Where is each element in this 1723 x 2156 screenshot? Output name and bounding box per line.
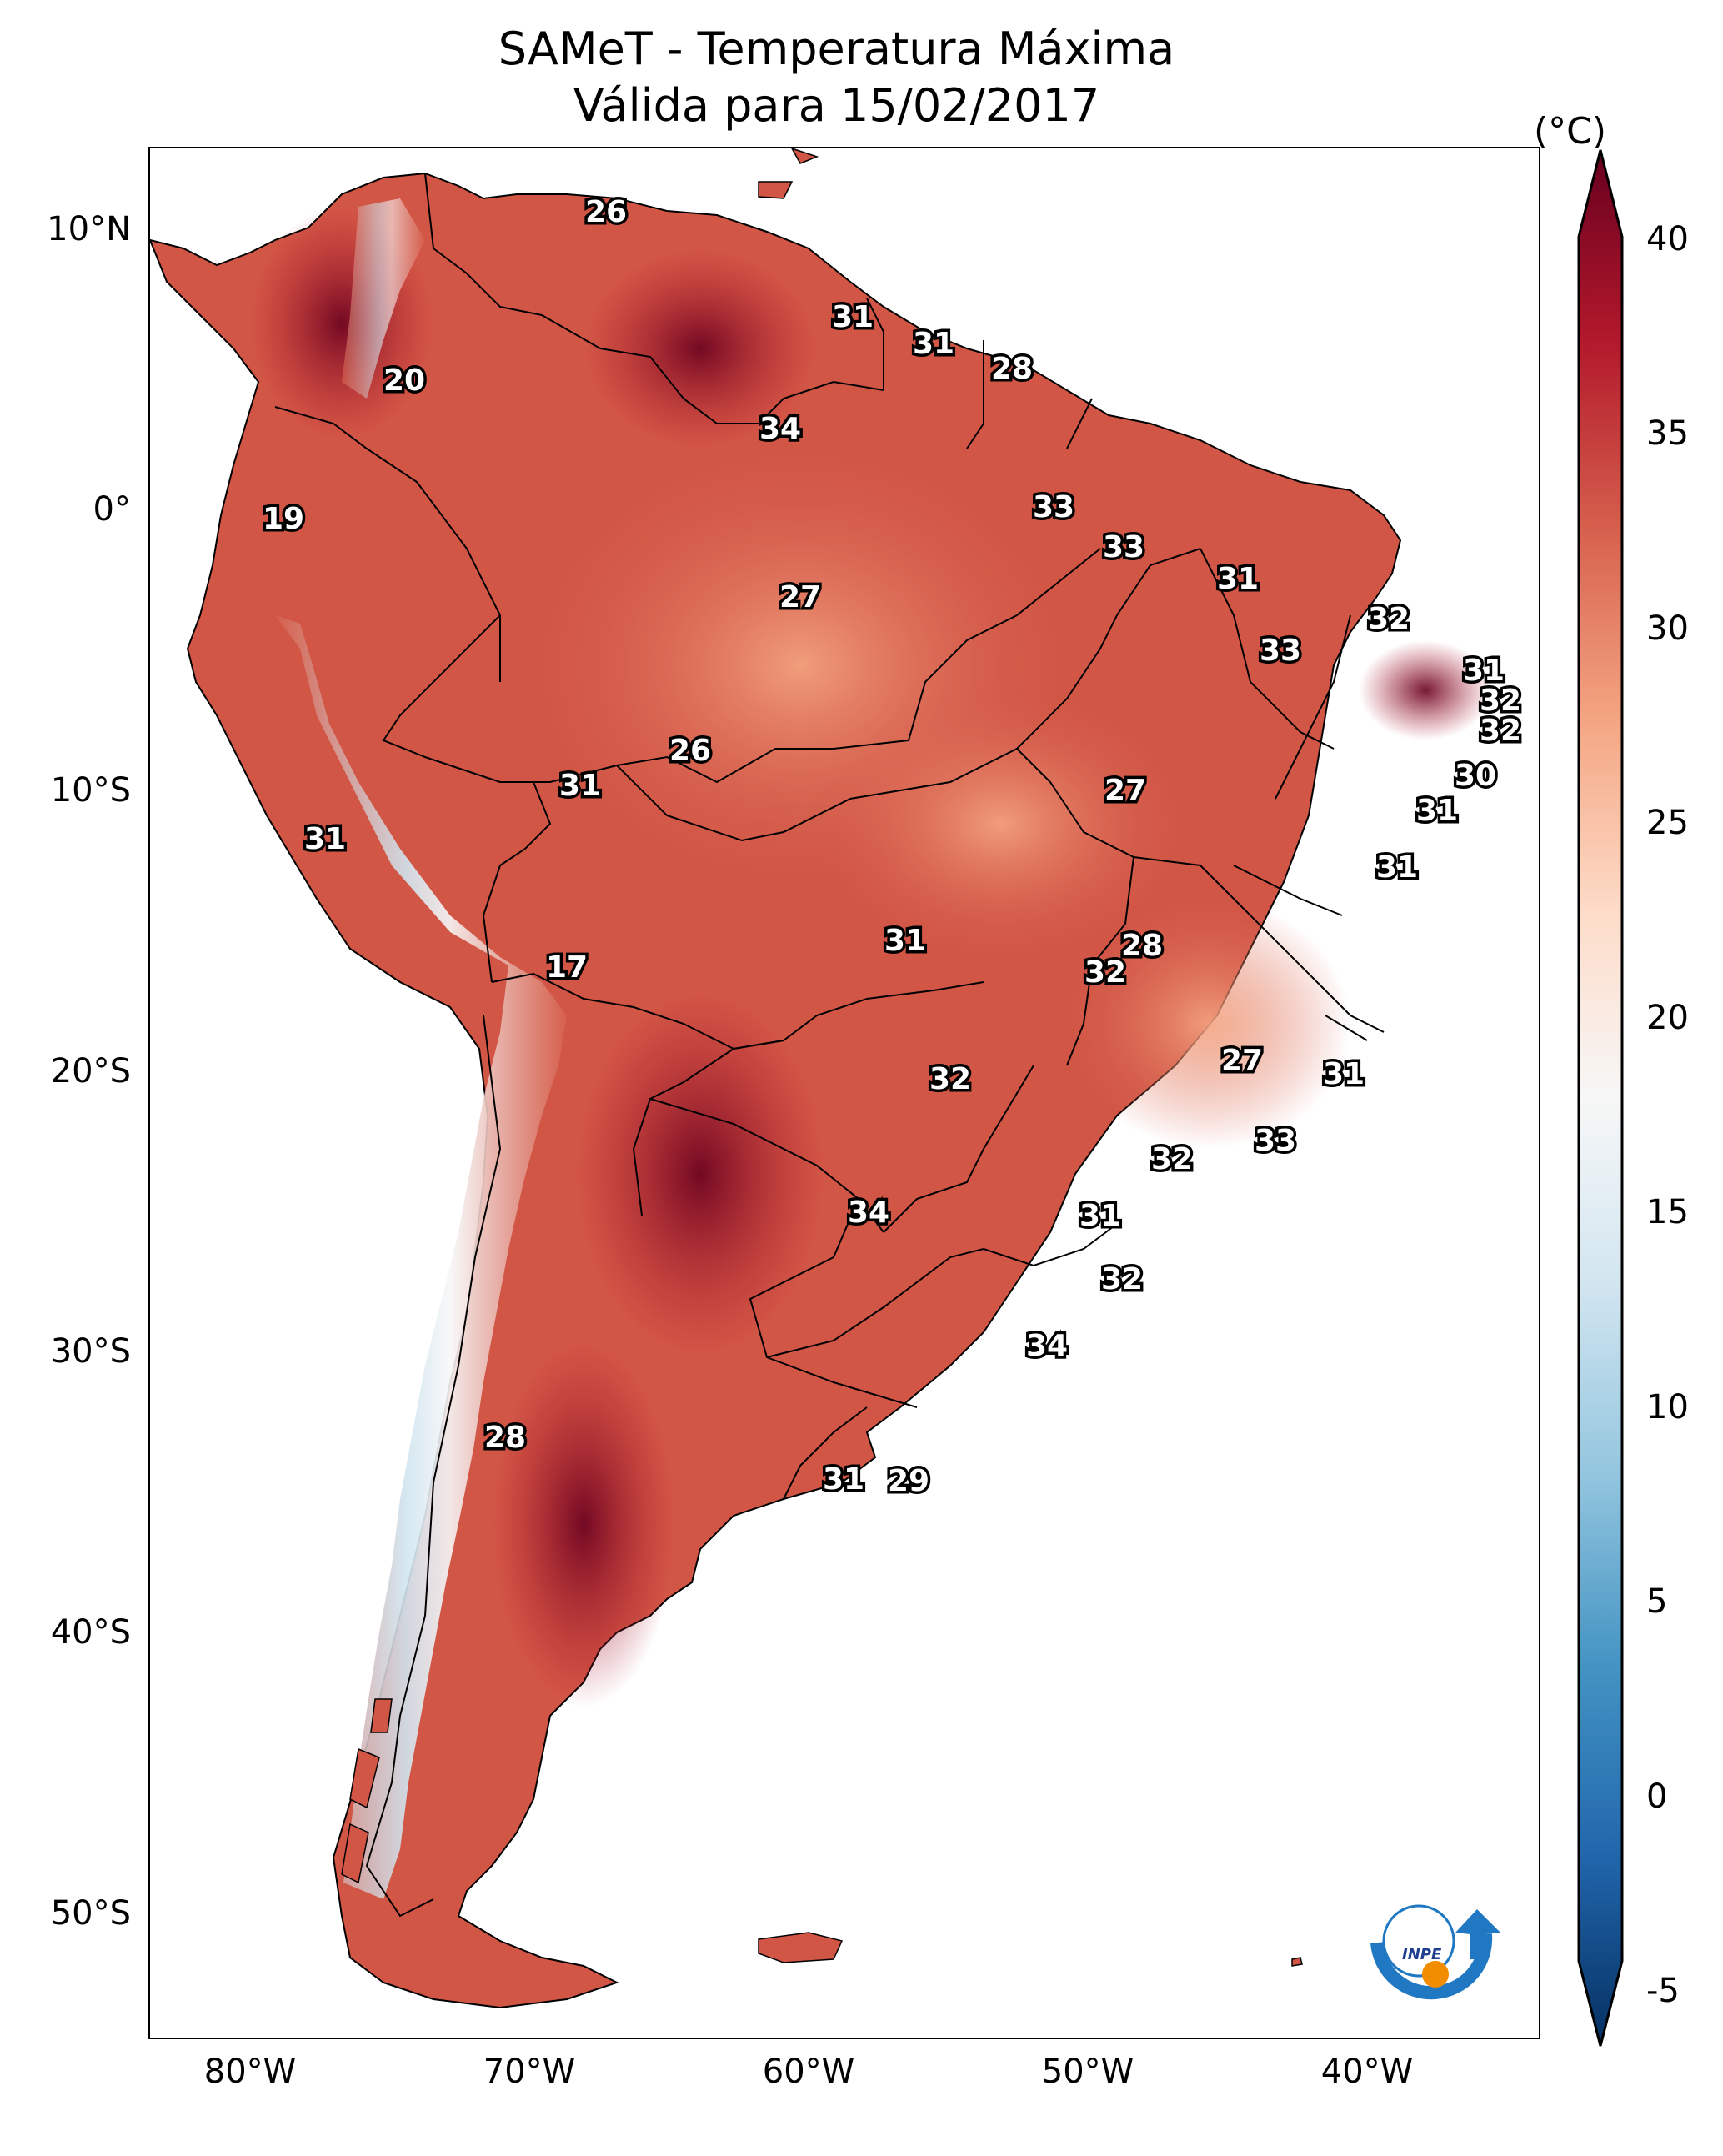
station-label: 27 (779, 580, 821, 614)
station-label: 28 (1121, 929, 1163, 963)
lat-label-30s: 30°S (50, 1332, 131, 1371)
station-label: 31 (304, 822, 346, 856)
station-label: 32 (929, 1062, 971, 1096)
station-label: 31 (913, 327, 954, 361)
colorbar-tick: 20 (1646, 999, 1689, 1037)
station-label: 19 (263, 502, 304, 536)
colorbar-unit: (°C) (1534, 110, 1607, 153)
station-label: 28 (484, 1421, 526, 1455)
station-label: 34 (759, 412, 801, 446)
colombia-cool-band (342, 198, 425, 399)
chaco-hotspot (575, 990, 825, 1357)
station-label: 17 (546, 950, 588, 985)
station-label: 31 (832, 300, 874, 334)
station-label: 32 (1368, 602, 1410, 636)
lon-label-40w: 40°W (1320, 2053, 1414, 2091)
station-label: 26 (585, 195, 627, 229)
country-borders (274, 173, 1385, 1918)
map-title-line2: Válida para 15/02/2017 (573, 79, 1100, 132)
andes-cool-band (275, 615, 567, 1899)
station-label: 34 (1026, 1329, 1068, 1363)
colorbar-tick: 30 (1646, 609, 1689, 648)
lat-label-10s: 10°S (50, 771, 131, 810)
colorbar-tick: 0 (1646, 1777, 1668, 1816)
colorbar-tick: 40 (1646, 220, 1689, 258)
central-brazil-mild-zone (817, 690, 1184, 957)
station-label: 30 (1455, 759, 1496, 793)
colorbar (1577, 149, 1624, 2047)
station-label: 31 (1217, 562, 1259, 596)
lat-label-40s: 40°S (50, 1613, 131, 1652)
station-label: 31 (823, 1462, 864, 1497)
station-label: 33 (1260, 634, 1301, 668)
northeast-brazil-hotspot (1359, 640, 1492, 740)
station-label: 33 (1255, 1124, 1296, 1158)
station-label: 20 (383, 364, 425, 398)
station-label: 31 (559, 769, 601, 803)
lat-label-10n: 10°N (47, 210, 131, 248)
coastal-islands (341, 148, 1303, 1967)
colorbar-tick: 10 (1646, 1388, 1689, 1426)
station-label: 33 (1033, 490, 1074, 524)
colorbar-tick: -5 (1646, 1972, 1680, 2010)
lat-label-20s: 20°S (50, 1052, 131, 1091)
lat-label-50s: 50°S (50, 1894, 131, 1933)
station-label: 31 (1463, 654, 1505, 688)
lon-label-70w: 70°W (483, 2053, 576, 2091)
colorbar-body (1577, 149, 1624, 2047)
station-label: 31 (1416, 794, 1458, 828)
station-label: 32 (1480, 714, 1521, 748)
station-label: 28 (991, 352, 1033, 386)
station-label: 33 (1103, 530, 1144, 564)
station-label: 32 (1084, 955, 1126, 990)
station-label: 32 (1480, 684, 1521, 718)
inpe-logo-text: INPE (1402, 1946, 1442, 1963)
map-canvas: 26 31 31 28 20 34 19 33 33 31 27 32 33 3… (150, 148, 1525, 2009)
colorbar-tick: 5 (1646, 1582, 1668, 1621)
argentina-hotspot (492, 1341, 675, 1707)
station-label: 27 (1104, 774, 1146, 808)
station-label: 32 (1101, 1262, 1143, 1296)
colorbar-tick: 15 (1646, 1193, 1689, 1231)
inpe-logo: INPE (1370, 1904, 1500, 2000)
station-label: 31 (1376, 850, 1418, 885)
lat-label-0: 0° (93, 490, 131, 529)
colorbar-tick: 25 (1646, 804, 1689, 842)
temperature-map: 26 31 31 28 20 34 19 33 33 31 27 32 33 3… (148, 147, 1540, 2039)
station-label: 29 (888, 1464, 929, 1498)
station-label: 31 (1323, 1057, 1365, 1091)
station-label: 34 (848, 1196, 889, 1230)
map-title-line1: SAMeT - Temperatura Máxima (498, 23, 1175, 75)
station-label: 26 (669, 734, 711, 768)
station-label: 31 (1079, 1199, 1121, 1233)
station-label: 27 (1221, 1044, 1263, 1078)
station-label: 31 (884, 924, 926, 958)
southeast-brazil-mild-zone (1067, 899, 1350, 1149)
colorbar-tick: 35 (1646, 414, 1689, 453)
venezuela-hotspot (584, 248, 817, 449)
lon-label-80w: 80°W (203, 2053, 297, 2091)
station-label: 32 (1151, 1142, 1193, 1176)
station-labels: 26 31 31 28 20 34 19 33 33 31 27 32 33 3… (259, 193, 1524, 1502)
lon-label-50w: 50°W (1041, 2053, 1134, 2091)
lon-label-60w: 60°W (762, 2053, 855, 2091)
